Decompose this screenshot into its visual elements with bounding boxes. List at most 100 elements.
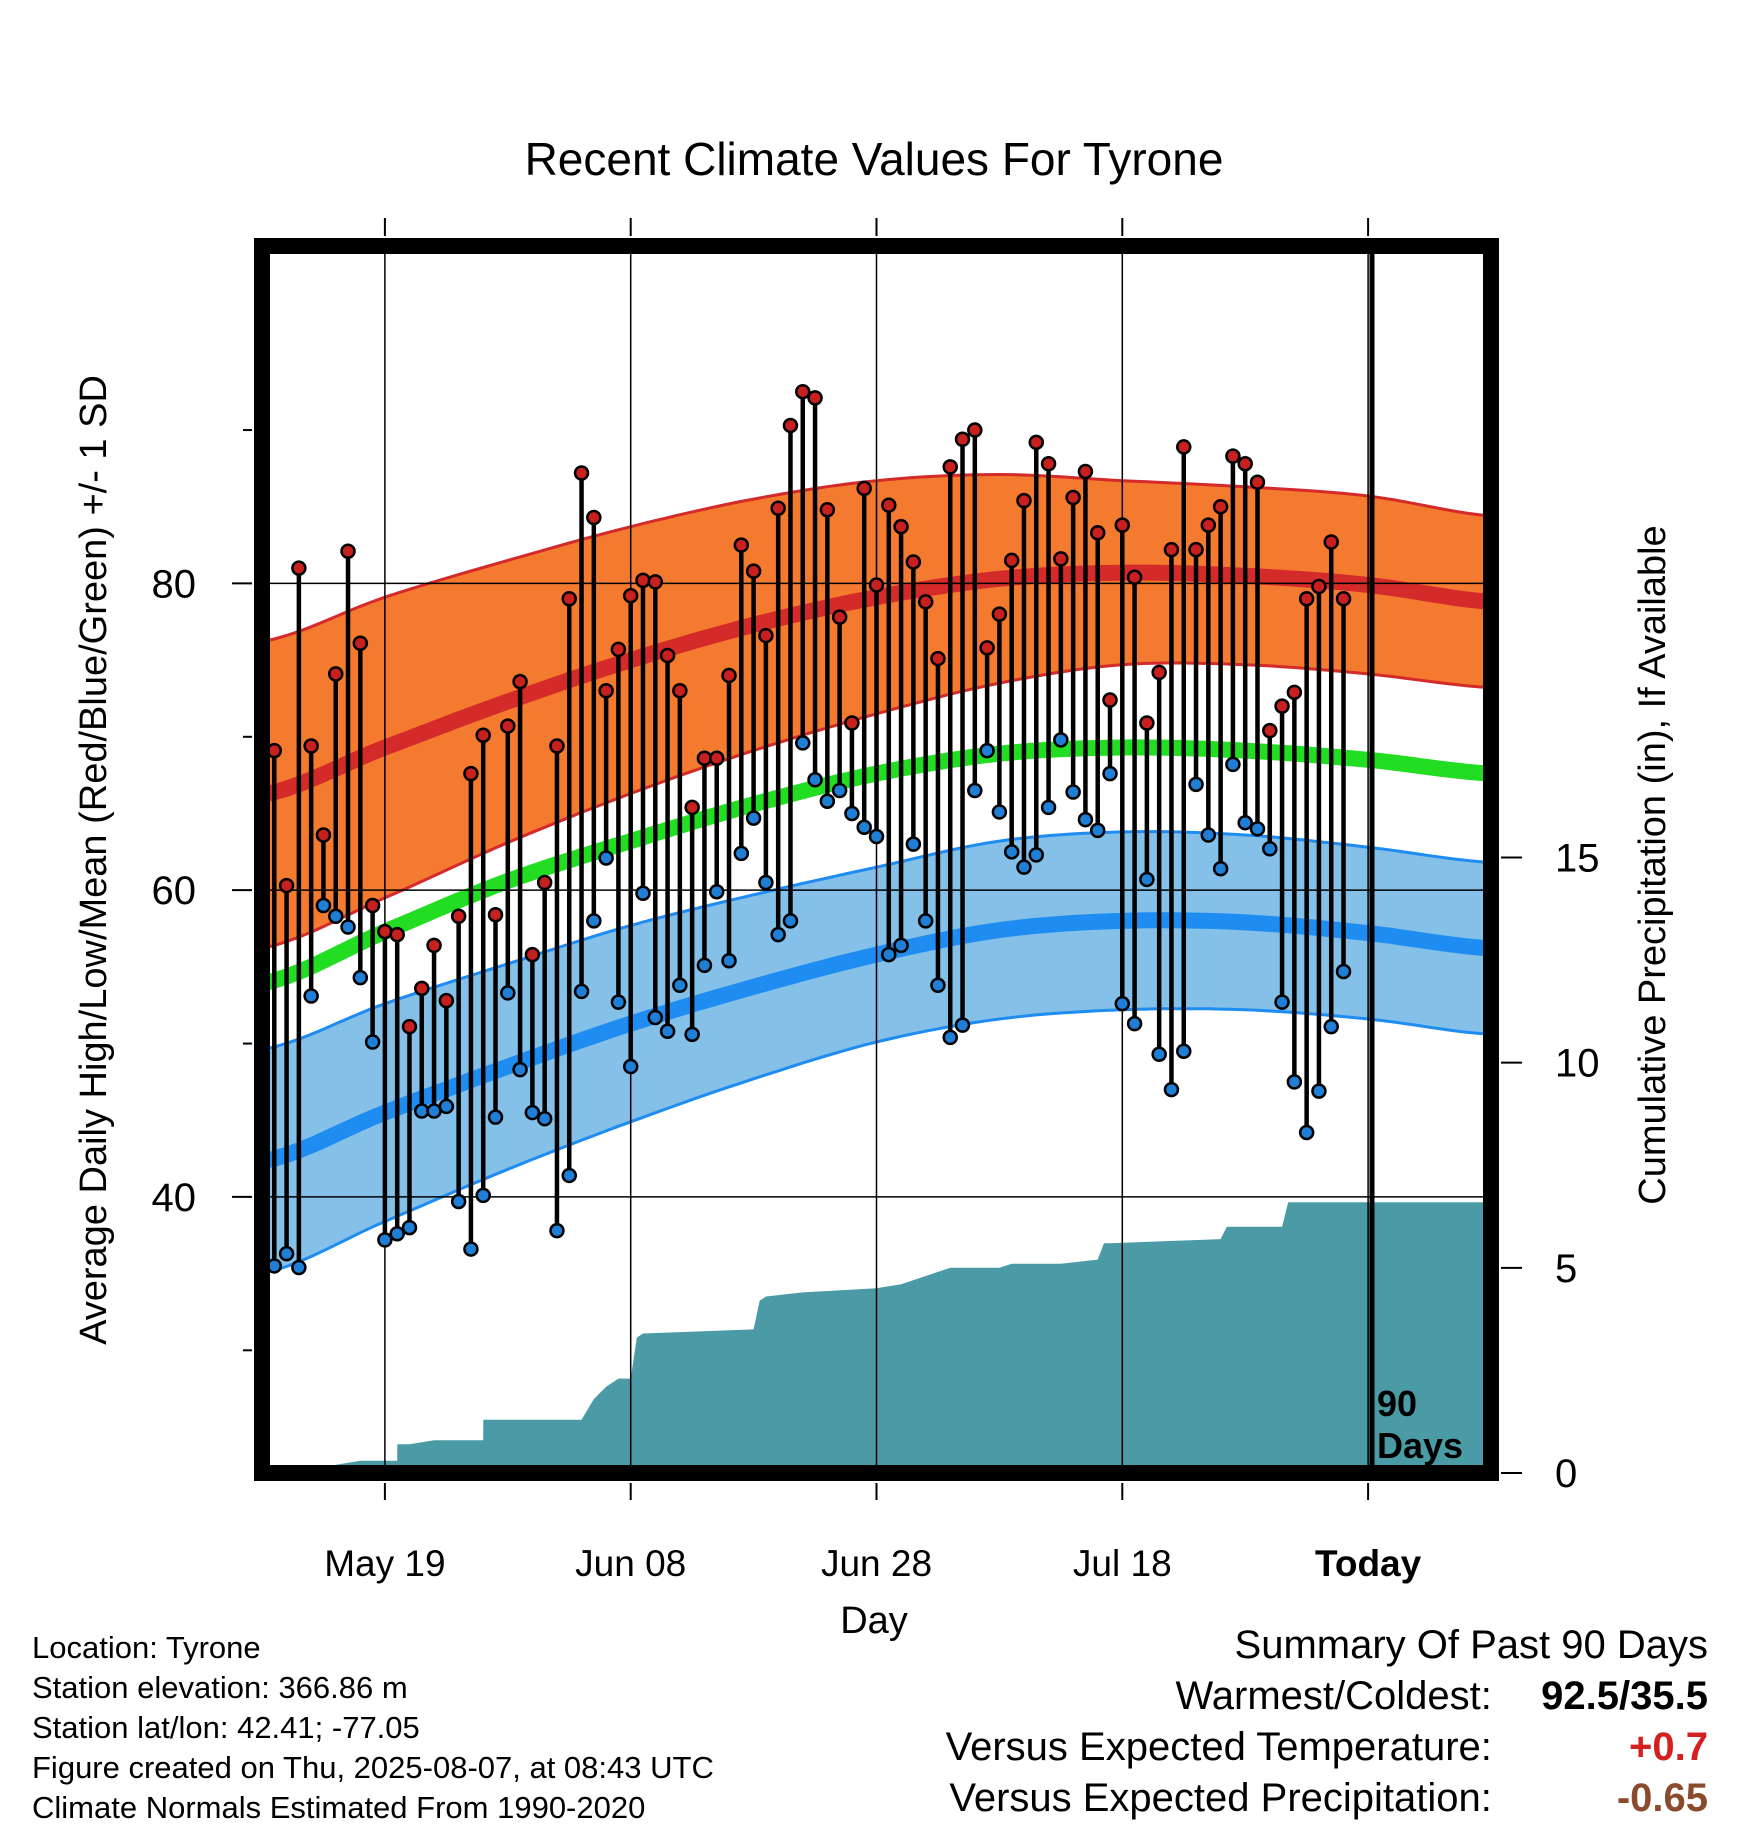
low-temp-point — [487, 1109, 504, 1125]
low-temp-point — [377, 1232, 393, 1248]
low-temp-point — [1126, 1015, 1143, 1032]
high-temp-point — [389, 926, 405, 943]
low-temp-point — [1262, 841, 1278, 857]
low-temp-point — [733, 845, 750, 862]
low-temp-point — [1298, 1124, 1315, 1141]
high-temp-point — [1298, 591, 1315, 607]
low-temp-point — [549, 1222, 565, 1239]
high-temp-point — [733, 537, 750, 553]
y2-tick-label: 0 — [1555, 1452, 1577, 1496]
high-temp-point — [586, 509, 602, 526]
y-tick-label: 80 — [152, 562, 197, 606]
high-temp-point — [1053, 551, 1069, 567]
high-temp-point — [364, 897, 381, 914]
high-temp-point — [401, 1018, 418, 1035]
low-temp-point — [1176, 1043, 1192, 1059]
high-temp-point — [684, 799, 700, 816]
low-temp-point — [1077, 811, 1094, 828]
high-temp-point — [291, 560, 307, 576]
low-temp-point — [917, 913, 934, 929]
low-temp-point — [684, 1026, 700, 1043]
high-temp-point — [1040, 456, 1057, 472]
high-temp-point — [475, 727, 491, 744]
y2-tick-label: 5 — [1555, 1247, 1577, 1291]
high-temp-point — [831, 609, 848, 625]
high-temp-point — [782, 417, 799, 434]
location-text: Location: Tyrone — [32, 1630, 261, 1665]
low-temp-point — [930, 977, 946, 994]
low-temp-point — [770, 926, 786, 943]
high-temp-point — [758, 627, 774, 644]
high-temp-point — [561, 591, 577, 607]
high-temp-point — [647, 574, 664, 590]
low-temp-point — [1274, 994, 1290, 1010]
high-temp-point — [721, 667, 737, 684]
high-temp-point — [1151, 664, 1167, 681]
low-temp-point — [586, 913, 602, 929]
high-temp-point — [414, 980, 430, 997]
x-tick-label: Jul 18 — [1073, 1543, 1172, 1584]
summary-warmest-coldest: Warmest/Coldest: 92.5/35.5 — [946, 1671, 1709, 1722]
summary-panel: Summary Of Past 90 Days Warmest/Coldest:… — [946, 1620, 1708, 1824]
warmest-coldest-label: Warmest/Coldest: — [1175, 1674, 1492, 1718]
high-temp-point — [450, 908, 467, 924]
low-temp-point — [807, 771, 823, 788]
high-temp-point — [549, 738, 565, 754]
low-temp-point — [340, 919, 356, 935]
y-axis-label: Average Daily High/Low/Mean (Red/Blue/Gr… — [73, 375, 115, 1345]
high-temp-point — [991, 606, 1008, 622]
latlon-text: Station lat/lon: 42.41; -77.05 — [32, 1710, 420, 1745]
high-temp-point — [1089, 525, 1106, 541]
low-temp-point — [512, 1061, 528, 1078]
summary-heading: Summary Of Past 90 Days — [1234, 1623, 1708, 1667]
low-temp-point — [979, 742, 995, 759]
elevation-text: Station elevation: 366.86 m — [32, 1670, 408, 1705]
high-temp-point — [1311, 578, 1327, 595]
low-temp-point — [696, 957, 713, 974]
low-temp-point — [708, 883, 725, 900]
high-temp-point — [856, 480, 872, 497]
chart-title: Recent Climate Values For Tyrone — [525, 133, 1224, 185]
low-temp-point — [831, 782, 848, 799]
high-temp-point — [844, 715, 860, 731]
high-temp-point — [893, 518, 909, 535]
high-temp-point — [1126, 569, 1143, 586]
low-temp-point — [819, 793, 836, 809]
low-temp-point — [1311, 1083, 1327, 1099]
high-temp-point — [1077, 463, 1094, 480]
warmest-coldest-value: 92.5/35.5 — [1541, 1674, 1708, 1718]
y2-axis-label: Cumulative Precipitation (in), If Availa… — [1632, 525, 1674, 1204]
low-temp-point — [967, 782, 983, 799]
high-temp-point — [708, 750, 725, 767]
low-temp-point — [389, 1225, 405, 1242]
low-temp-point — [868, 828, 885, 845]
high-temp-point — [942, 459, 958, 475]
low-temp-point — [942, 1029, 958, 1046]
high-temp-point — [881, 497, 897, 513]
y-tick-label: 60 — [152, 869, 197, 913]
high-temp-point — [377, 923, 393, 940]
high-temp-point — [868, 577, 885, 593]
low-temp-point — [991, 804, 1008, 820]
high-temp-point — [967, 422, 983, 438]
high-temp-point — [1225, 448, 1241, 464]
high-temp-point — [500, 718, 516, 734]
high-temp-point — [536, 874, 553, 891]
x-axis-label: Day — [840, 1600, 908, 1642]
precip-anomaly-label: Versus Expected Precipitation: — [949, 1776, 1492, 1820]
low-temp-point — [475, 1187, 491, 1204]
high-temp-point — [487, 906, 504, 923]
low-temp-point — [364, 1034, 381, 1050]
high-temp-point — [1237, 456, 1253, 472]
low-temp-point — [327, 908, 344, 924]
low-temp-point — [1053, 732, 1069, 748]
low-temp-point — [1139, 871, 1155, 888]
low-temp-point — [672, 977, 688, 994]
low-temp-point — [573, 983, 590, 1000]
x-tick-label: Jun 08 — [575, 1543, 686, 1584]
low-temp-point — [622, 1058, 639, 1075]
high-temp-point — [1286, 684, 1303, 701]
high-temp-point — [770, 500, 786, 517]
low-temp-point — [1040, 799, 1057, 816]
